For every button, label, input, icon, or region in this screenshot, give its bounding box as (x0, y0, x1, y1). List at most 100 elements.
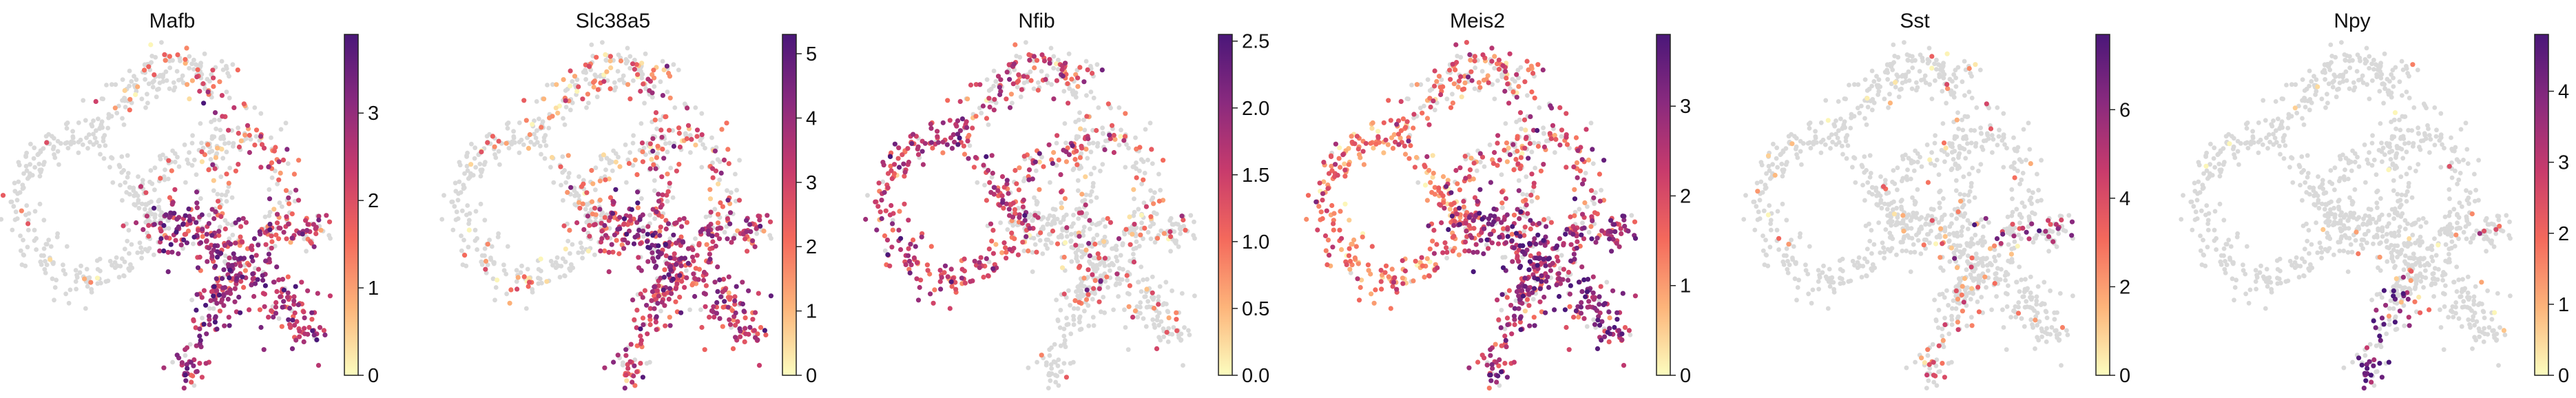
cell-point (141, 227, 146, 232)
cell-point (882, 189, 887, 196)
cell-point (1063, 375, 1069, 380)
cell-point (294, 319, 300, 324)
cell-point (911, 237, 916, 243)
cell-point (467, 211, 472, 216)
cell-point (1951, 94, 1957, 100)
cell-point (928, 291, 933, 297)
cell-point (532, 118, 537, 123)
cell-point (511, 129, 516, 134)
cell-point (1316, 204, 1322, 209)
cell-point (1865, 105, 1871, 109)
cell-point (1526, 156, 1531, 161)
cell-point (1832, 123, 1838, 129)
cell-point (199, 149, 205, 154)
cell-point (231, 251, 236, 257)
cell-point (1388, 118, 1393, 123)
cell-point (722, 299, 727, 304)
cell-point (321, 328, 326, 333)
cell-point (1583, 171, 1588, 176)
cell-point (1517, 315, 1523, 321)
cell-point (674, 281, 680, 286)
cell-point (1056, 157, 1061, 163)
cell-point (1081, 224, 1087, 230)
cell-point (693, 266, 698, 271)
cell-point (973, 155, 979, 160)
cell-point (1481, 251, 1486, 257)
cell-point (194, 292, 200, 297)
cell-point (1156, 171, 1161, 177)
cell-point (1448, 105, 1454, 110)
cell-point (651, 67, 656, 73)
cell-point (756, 363, 762, 368)
cell-point (902, 174, 907, 179)
cell-point (1443, 184, 1449, 189)
colorbar-tick-label: 1.0 (1242, 231, 1269, 253)
cell-point (643, 51, 648, 56)
cell-point (1876, 92, 1881, 97)
cell-point (740, 280, 745, 285)
cell-point (1077, 233, 1082, 239)
cell-point (1570, 231, 1576, 237)
cell-point (1126, 304, 1132, 309)
cell-point (292, 322, 298, 328)
cell-point (1462, 154, 1468, 159)
cell-point (639, 196, 644, 201)
cell-point (460, 262, 466, 267)
cell-point (1455, 84, 1461, 90)
cell-point (148, 168, 154, 173)
cell-point (1059, 189, 1064, 195)
cell-point (1064, 225, 1070, 231)
cell-point (466, 244, 471, 250)
cell-point (91, 132, 96, 137)
cell-point (287, 322, 293, 327)
cell-point (682, 284, 687, 290)
cell-point (553, 265, 559, 271)
cell-point (52, 155, 58, 160)
cell-point (1516, 188, 1521, 193)
cell-point (240, 274, 245, 280)
cell-point (1473, 242, 1479, 247)
cell-point (1304, 216, 1309, 222)
cell-point (631, 373, 636, 379)
cell-point (1054, 163, 1059, 168)
cell-point (252, 143, 258, 148)
cell-point (145, 92, 149, 97)
cell-point (1150, 317, 1156, 322)
cell-point (496, 149, 501, 154)
cell-point (925, 268, 931, 273)
cell-point (1030, 269, 1035, 274)
cell-point (699, 111, 705, 116)
cell-point (1960, 224, 1965, 230)
cell-point (1451, 222, 1457, 228)
cell-point (1893, 85, 1898, 90)
cell-point (1438, 92, 1444, 98)
cell-point (250, 258, 256, 264)
cell-point (1864, 122, 1869, 127)
cell-point (998, 220, 1003, 225)
cell-point (1412, 165, 1417, 170)
cell-point (248, 245, 253, 251)
cell-point (1477, 211, 1482, 216)
cell-point (1394, 286, 1400, 292)
cell-point (1337, 227, 1342, 233)
cell-point (649, 156, 654, 162)
cell-point (1597, 171, 1602, 177)
cell-point (623, 142, 628, 147)
cell-point (975, 180, 980, 185)
cell-point (732, 302, 738, 307)
cell-point (230, 62, 236, 67)
cell-point (1132, 209, 1137, 215)
cell-point (1160, 302, 1165, 307)
cell-point (1148, 214, 1154, 220)
cell-point (1891, 42, 1896, 48)
cell-point (1467, 167, 1473, 173)
cell-point (1489, 240, 1495, 246)
cell-point (657, 229, 663, 234)
cell-point (577, 200, 582, 205)
cell-point (1101, 131, 1105, 136)
cell-point (658, 79, 663, 85)
cell-point (917, 284, 922, 291)
cell-point (656, 198, 662, 204)
cell-point (197, 88, 202, 94)
cell-point (1058, 172, 1063, 178)
